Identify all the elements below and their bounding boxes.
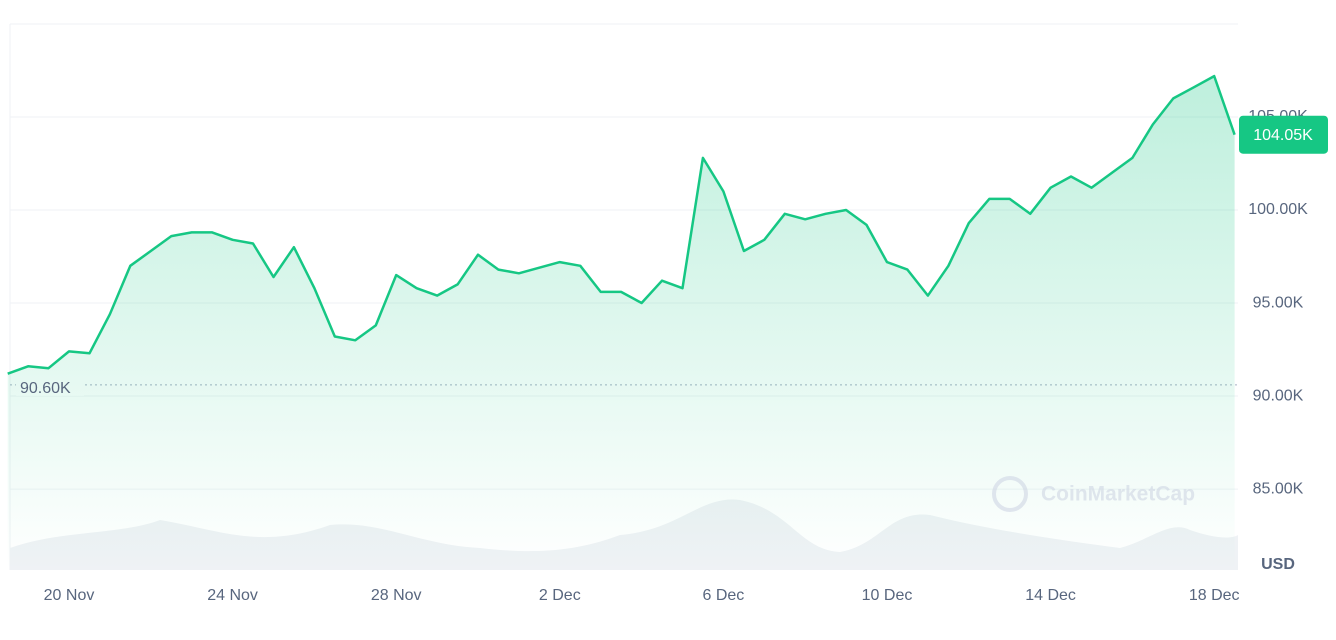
watermark: CoinMarketCap (992, 476, 1195, 512)
price-badge (1239, 115, 1328, 154)
x-tick-label: 6 Dec (703, 587, 745, 604)
area (7, 76, 1235, 570)
y-unit: USD (1261, 556, 1295, 573)
watermark-text: CoinMarketCap (1041, 483, 1195, 506)
x-tick-label: 10 Dec (862, 587, 913, 604)
y-tick-label: 90.00K (1253, 387, 1304, 404)
x-tick-label: 20 Nov (44, 587, 95, 604)
price-badge-label: 104.05K (1253, 127, 1313, 144)
y-tick-label: 100.00K (1248, 201, 1308, 218)
x-tick-label: 14 Dec (1025, 587, 1076, 604)
price-line (7, 74, 1236, 375)
watermark-logo (992, 476, 1028, 512)
x-tick-label: 24 Nov (207, 587, 258, 604)
x-tick-label: 28 Nov (371, 587, 422, 604)
x-tick-label: 2 Dec (539, 587, 581, 604)
reference-label: 90.60K (20, 380, 71, 397)
y-tick-label: 85.00K (1253, 480, 1304, 497)
y-tick-label: 95.00K (1253, 294, 1304, 311)
x-tick-label: 18 Dec (1189, 587, 1240, 604)
